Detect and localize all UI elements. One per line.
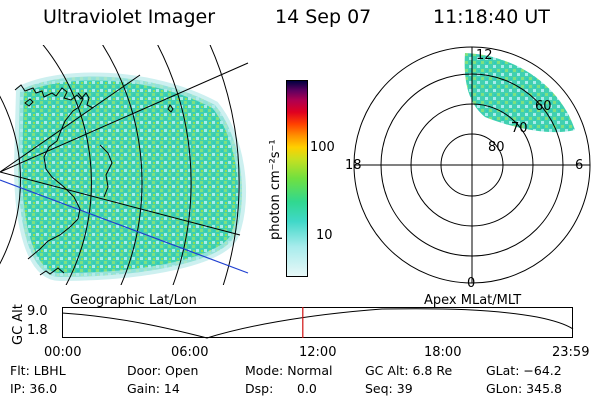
- ip-info: IP: 36.0: [10, 381, 58, 396]
- polar-grid: [353, 46, 591, 284]
- colorbar-label: photon cm⁻²s⁻¹: [268, 139, 283, 240]
- gain-info: Gain: 14: [127, 381, 180, 396]
- colorbar-tick-100: 100: [310, 140, 335, 155]
- polar-emission-region: [464, 53, 575, 133]
- filter-info: Flt: LBHL: [10, 363, 66, 378]
- altitude-curve: [61, 308, 574, 339]
- lat-label-70: 70: [511, 121, 528, 136]
- geographic-panel-label: Geographic Lat/Lon: [70, 293, 197, 308]
- longitude-grid: [0, 62, 249, 236]
- seq-info: Seq: 39: [365, 381, 413, 396]
- altitude-frame: [62, 307, 573, 338]
- dsp-info: Dsp:: [245, 381, 274, 396]
- mlt-label-0: 0: [467, 276, 475, 291]
- altitude-ytick-min: 1.8: [27, 323, 48, 338]
- mlt-label-6: 6: [575, 158, 583, 173]
- mlt-label-18: 18: [345, 158, 362, 173]
- colorbar-tick-10: 10: [316, 228, 333, 243]
- door-info: Door: Open: [127, 363, 199, 378]
- altitude-ylabel: GC Alt: [11, 304, 26, 345]
- gc-alt-info: GC Alt: 6.8 Re: [365, 363, 453, 378]
- altitude-xtick-2359: 23:59: [552, 345, 590, 360]
- colorbar: [286, 80, 308, 277]
- latitude-grid: [0, 45, 240, 285]
- polar-plot: 12 0 18 6 60 70 80: [345, 46, 591, 291]
- altitude-xtick-1200: 12:00: [299, 345, 337, 360]
- altitude-xtick-0600: 06:00: [171, 345, 209, 360]
- mlt-label-12: 12: [476, 48, 493, 63]
- instrument-title: Ultraviolet Imager: [43, 6, 216, 28]
- lat-label-80: 80: [488, 140, 505, 155]
- altitude-ytick-max: 9.0: [27, 304, 48, 319]
- lat-label-60: 60: [535, 99, 552, 114]
- time-label: 11:18:40 UT: [433, 6, 550, 28]
- date-label: 14 Sep 07: [275, 6, 372, 28]
- satellite-track: [0, 179, 249, 274]
- glon-info: GLon: 345.8: [486, 381, 562, 396]
- mode-info: Mode: Normal: [245, 363, 333, 378]
- geographic-image: [0, 45, 249, 285]
- dsp-value: 0.0: [297, 381, 317, 396]
- glat-info: GLat: −64.2: [486, 363, 562, 378]
- coastline: [14, 84, 174, 276]
- altitude-xtick-0000: 00:00: [44, 345, 82, 360]
- altitude-plot: [61, 307, 574, 339]
- altitude-xtick-1800: 18:00: [424, 345, 462, 360]
- apex-panel-label: Apex MLat/MLT: [424, 293, 522, 308]
